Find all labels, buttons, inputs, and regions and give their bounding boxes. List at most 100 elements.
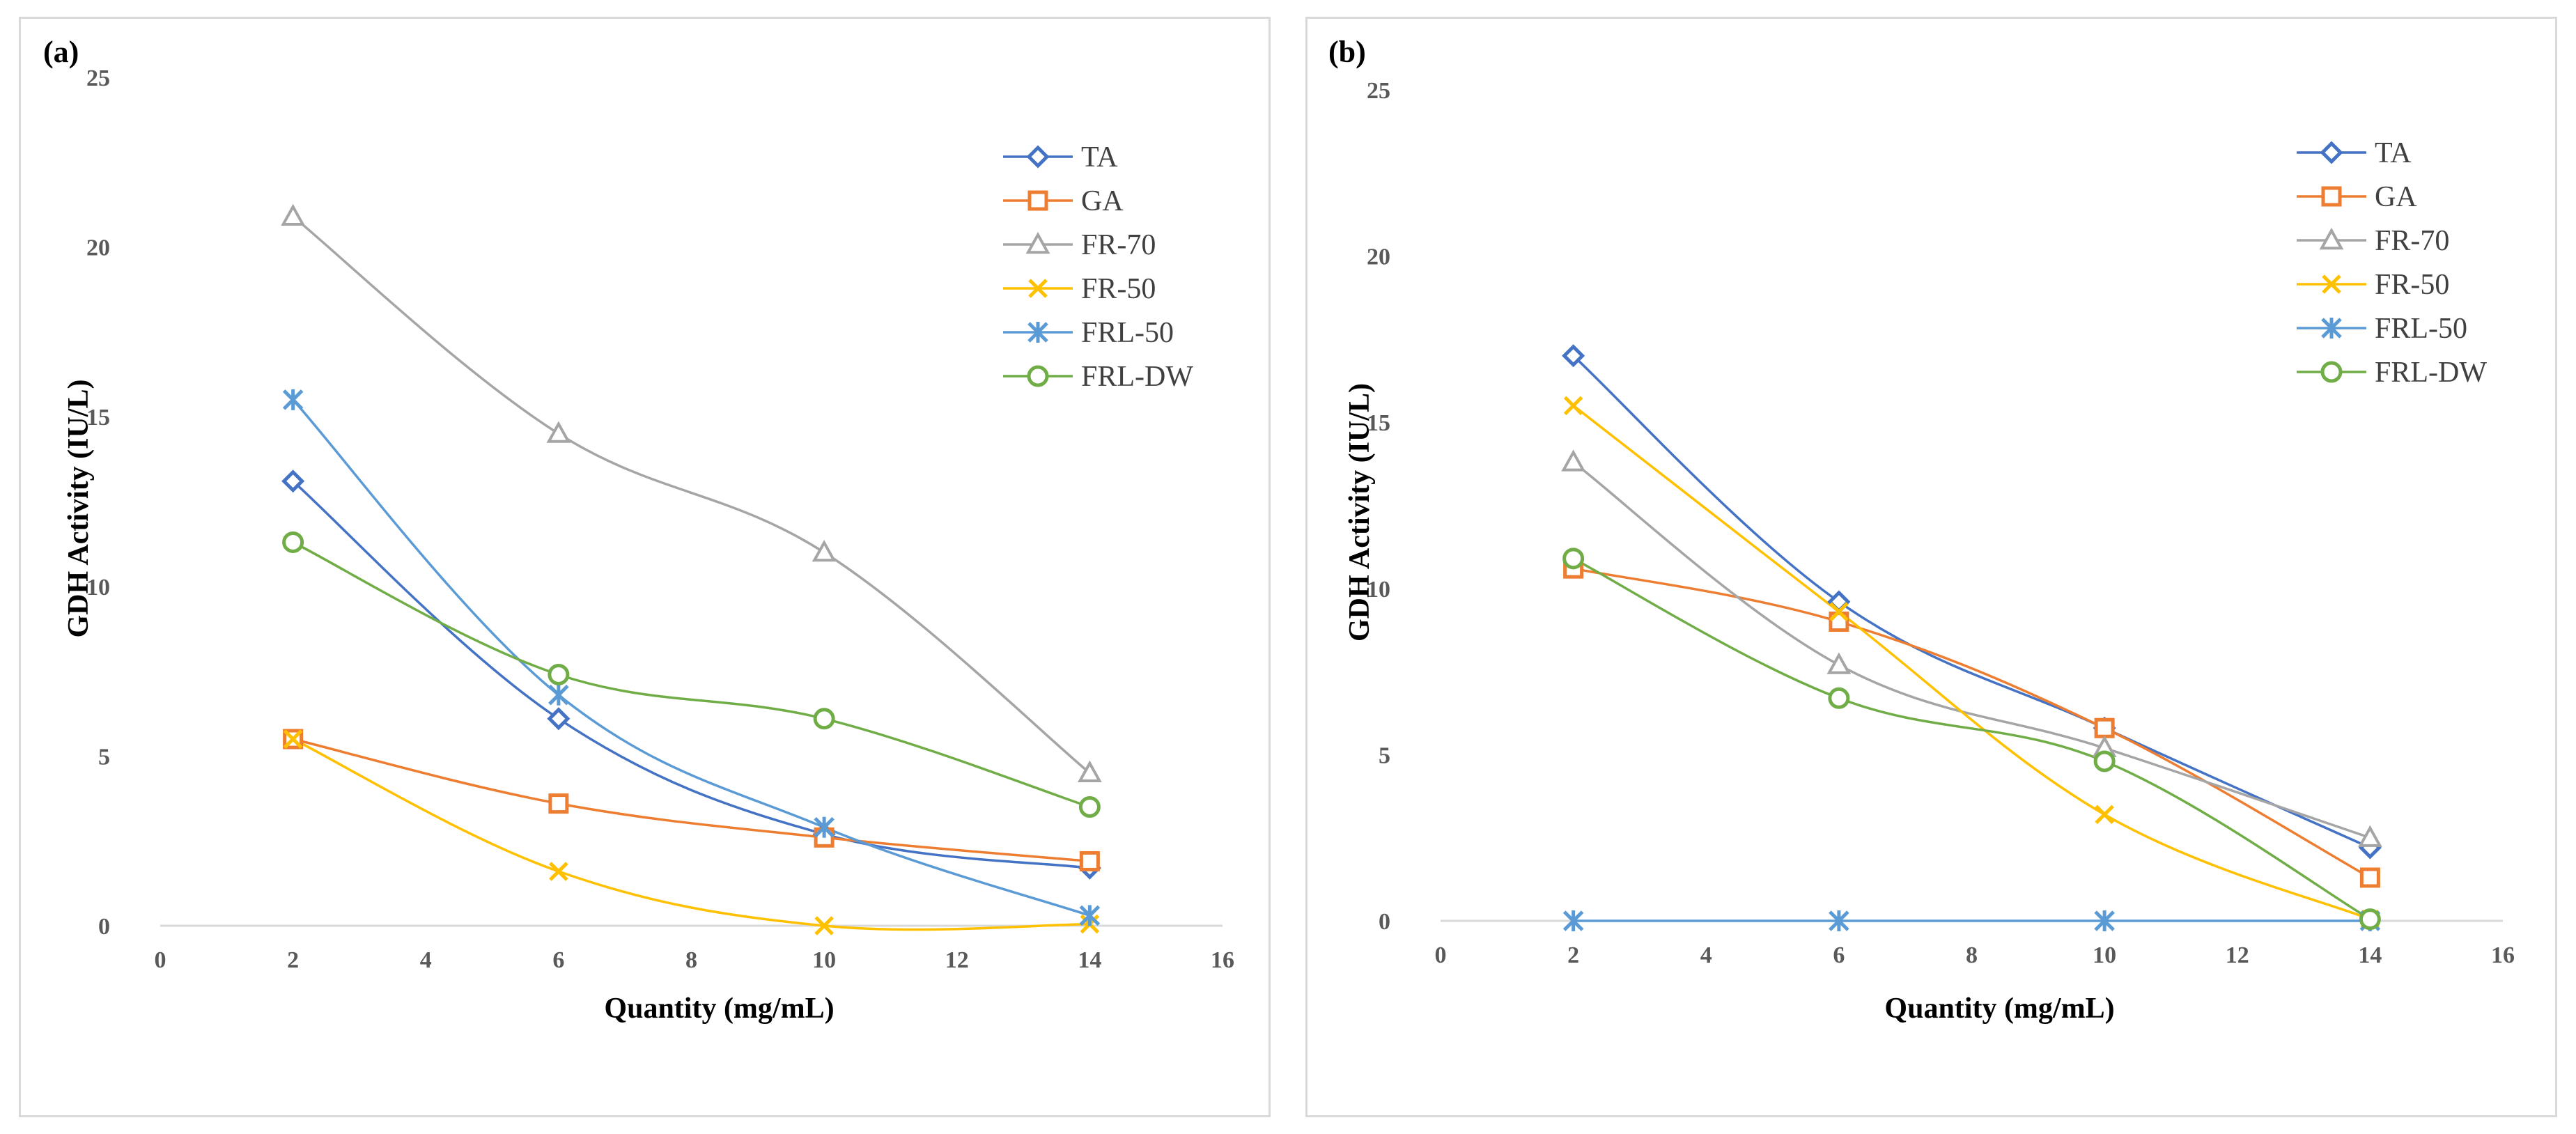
data-point-frl-dw xyxy=(1562,547,1585,570)
legend-item-fr-50: FR-50 xyxy=(2297,269,2449,301)
data-point-fr-70 xyxy=(1826,652,1852,674)
legend-marker xyxy=(2321,318,2342,339)
legend-marker xyxy=(1027,190,1048,211)
legend-label: FR-70 xyxy=(2375,225,2449,257)
data-point-frl-50 xyxy=(2094,910,2115,931)
x-tick-label: 2 xyxy=(1567,942,1579,968)
legend-label: TA xyxy=(2375,137,2412,169)
legend-label: FR-50 xyxy=(2375,269,2449,301)
legend-marker xyxy=(2320,361,2343,383)
x-tick-label: 16 xyxy=(1211,947,1234,973)
data-point-frl-dw xyxy=(2093,750,2116,772)
legend-marker xyxy=(2322,274,2341,294)
series-line-fr-70 xyxy=(1572,461,2371,839)
x-tick-label: 12 xyxy=(2226,942,2249,968)
panel-label: (a) xyxy=(43,35,79,69)
legend-item-frl-50: FRL-50 xyxy=(1003,317,1174,349)
data-point-fr-70 xyxy=(1561,449,1586,472)
data-point-ta xyxy=(1562,344,1585,368)
legend-item-frl-dw: FRL-DW xyxy=(2297,357,2487,389)
x-tick-label: 4 xyxy=(1700,942,1712,968)
data-point-ga xyxy=(2359,867,2380,888)
data-point-fr-70 xyxy=(281,203,306,226)
data-point-ta xyxy=(281,469,305,493)
x-tick-label: 10 xyxy=(812,947,836,973)
legend-item-ga: GA xyxy=(2297,181,2417,213)
legend-item-ta: TA xyxy=(2297,137,2412,169)
data-point-frl-dw xyxy=(548,663,570,685)
data-point-frl-dw xyxy=(2359,908,2381,931)
x-tick-label: 0 xyxy=(155,947,166,973)
y-axis-title: GDH Activity (IU/L) xyxy=(63,380,95,638)
legend-item-ga: GA xyxy=(1003,185,1124,217)
legend-item-frl-50: FRL-50 xyxy=(2297,313,2467,345)
legend-item-fr-70: FR-70 xyxy=(2297,225,2449,257)
x-tick-label: 0 xyxy=(1435,942,1447,968)
legend-marker xyxy=(1027,322,1048,343)
data-point-fr-70 xyxy=(2357,825,2382,847)
data-point-fr-70 xyxy=(812,539,837,562)
x-axis-title: Quantity (mg/mL) xyxy=(604,993,834,1025)
data-point-fr-70 xyxy=(1077,760,1102,782)
series-line-frl-dw xyxy=(1572,557,2371,921)
legend: TA GA FR-70 FR-50 FRL-50 FRL-DW xyxy=(1003,141,1193,393)
legend-item-ta: TA xyxy=(1003,141,1118,173)
data-point-fr-50 xyxy=(2095,805,2114,825)
legend-label: GA xyxy=(2375,181,2417,213)
chart-panel-a: (a) 0 5 10 15 20 25 0 2 4 6 8 10 12 14 16 Quantity (mg/m… xyxy=(19,17,1271,1117)
legend-label: FRL-50 xyxy=(1081,317,1174,349)
series-line-ta xyxy=(292,480,1090,869)
data-point-frl-50 xyxy=(1829,910,1849,931)
data-point-fr-50 xyxy=(1829,602,1849,621)
x-tick-label: 8 xyxy=(685,947,697,973)
legend-marker xyxy=(1026,145,1050,169)
series-line-frl-50 xyxy=(292,398,1090,917)
series-line-ta xyxy=(1572,355,2371,849)
y-tick-label: 0 xyxy=(1379,909,1390,935)
legend-marker xyxy=(1027,365,1049,387)
chart-svg-a: (a) 0 5 10 15 20 25 0 2 4 6 8 10 12 14 16 Quantity (mg/m… xyxy=(43,35,1234,1025)
legend-label: TA xyxy=(1081,141,1118,173)
x-tick-label: 4 xyxy=(420,947,432,973)
y-tick-label: 15 xyxy=(1367,410,1390,436)
x-tick-label: 16 xyxy=(2491,942,2515,968)
legend: TA GA FR-70 FR-50 FRL-50 FRL-DW xyxy=(2297,137,2487,389)
x-tick-label: 14 xyxy=(2358,942,2382,968)
legend-marker xyxy=(1028,279,1048,298)
chart-svg-b: (b) 0 5 10 15 20 25 0 2 4 6 8 10 12 14 16 Quantity (mg/m… xyxy=(1328,35,2515,1025)
data-point-frl-50 xyxy=(814,816,835,838)
data-point-frl-dw xyxy=(1078,795,1101,818)
legend-marker xyxy=(1025,231,1050,254)
panel-label: (b) xyxy=(1328,35,1366,69)
x-tick-label: 12 xyxy=(945,947,969,973)
data-point-frl-50 xyxy=(548,684,569,706)
y-tick-label: 25 xyxy=(86,65,110,91)
legend-item-fr-70: FR-70 xyxy=(1003,229,1156,261)
data-point-frl-50 xyxy=(1562,910,1584,931)
series-line-frl-dw xyxy=(292,541,1090,809)
data-point-fr-50 xyxy=(1563,396,1583,416)
data-point-ga xyxy=(2094,717,2115,738)
y-tick-label: 15 xyxy=(86,405,110,430)
x-tick-label: 8 xyxy=(1966,942,1978,968)
y-tick-label: 10 xyxy=(1367,577,1390,603)
data-point-ga xyxy=(1079,850,1100,871)
legend-label: FR-50 xyxy=(1081,273,1156,305)
legend-label: FRL-50 xyxy=(2375,313,2467,345)
legend-label: FR-70 xyxy=(1081,229,1156,261)
series-line-fr-50 xyxy=(292,738,1090,931)
x-tick-label: 10 xyxy=(2093,942,2116,968)
data-point-fr-50 xyxy=(283,729,303,749)
legend-label: FRL-DW xyxy=(1081,361,1193,393)
series-line-ga xyxy=(293,738,1090,863)
legend-item-frl-dw: FRL-DW xyxy=(1003,361,1193,393)
data-point-fr-50 xyxy=(814,916,834,935)
legend-item-fr-50: FR-50 xyxy=(1003,273,1156,305)
x-tick-label: 6 xyxy=(1833,942,1845,968)
series-line-fr-50 xyxy=(1572,404,2371,921)
y-tick-label: 5 xyxy=(1379,743,1390,768)
legend-label: FRL-DW xyxy=(2375,357,2487,389)
data-point-frl-dw xyxy=(813,708,835,730)
data-point-frl-50 xyxy=(282,389,304,410)
y-tick-label: 20 xyxy=(1367,244,1390,270)
